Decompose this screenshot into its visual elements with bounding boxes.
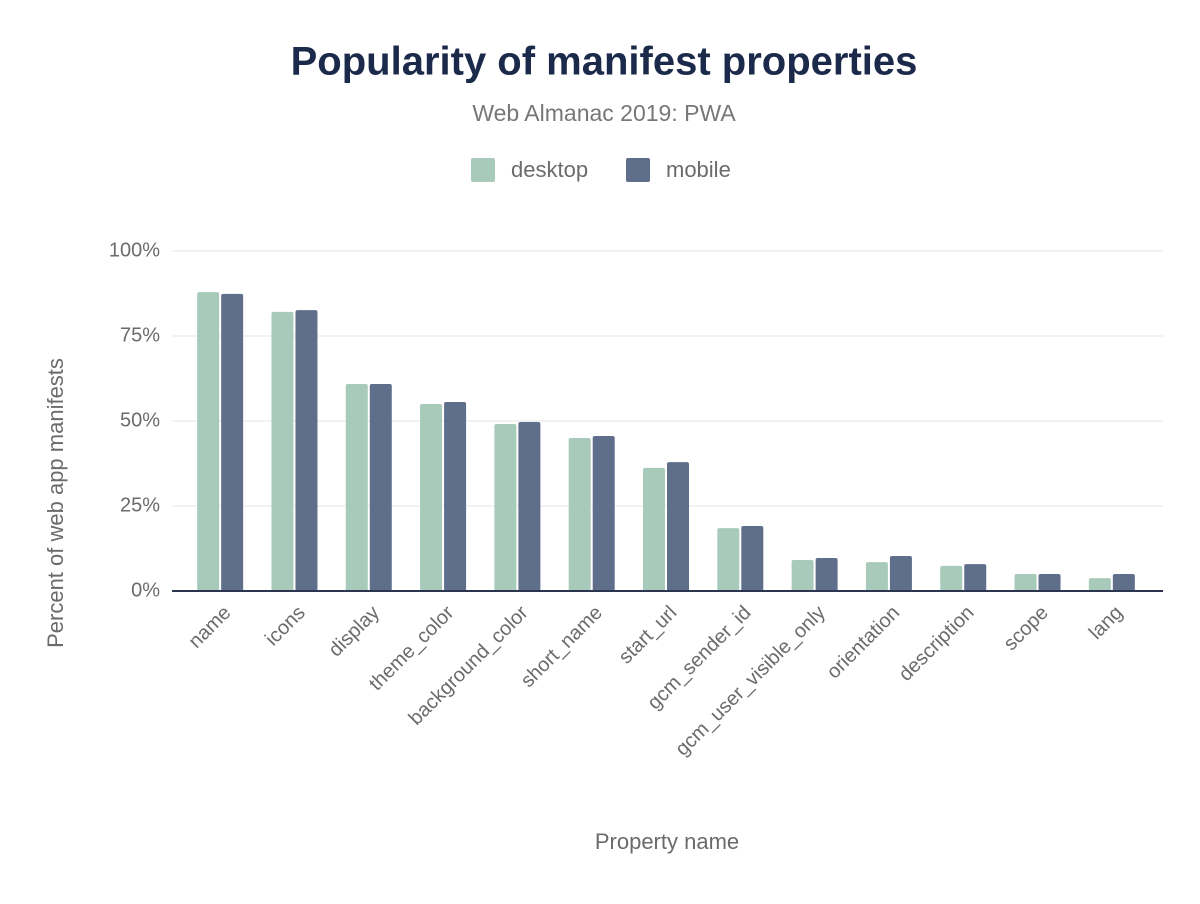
x-tick-label: description [895,602,979,686]
y-tick-label: 25% [120,494,160,516]
legend-label: mobile [666,157,731,182]
bar [444,401,467,591]
bar [345,383,368,591]
bar [1038,574,1061,591]
x-tick-label: orientation [823,602,905,684]
bar [791,560,814,591]
bar [865,562,888,591]
x-tick-label: lang [1085,602,1127,644]
x-tick-label: start_url [615,602,682,669]
bar [815,558,838,591]
chart-title: Popularity of manifest properties [291,40,918,84]
bar [1014,574,1037,591]
bar [643,467,665,591]
x-tick-label: display [324,602,384,662]
bar [221,293,244,591]
bar [568,438,591,591]
bar [518,422,541,591]
bar [940,565,963,591]
y-tick-label: 0% [131,579,160,601]
legend-label: desktop [511,157,588,182]
bar [420,404,443,591]
y-tick-label: 50% [120,409,160,431]
x-tick-label: icons [261,602,310,651]
bar [271,311,294,591]
bar [889,555,912,591]
legend-swatch [626,158,650,182]
bar [717,528,740,591]
bar [1088,578,1111,591]
bar [1112,574,1135,591]
bar [197,292,220,591]
x-tick-label: scope [1000,602,1053,655]
bar [295,310,318,591]
chart-subtitle: Web Almanac 2019: PWA [472,100,736,126]
bar [741,526,764,591]
y-axis-title: Percent of web app manifests [43,358,68,648]
legend-swatch [471,158,495,182]
bar [592,435,615,591]
y-tick-label: 100% [109,239,160,261]
y-tick-label: 75% [120,324,160,346]
bar [964,564,987,591]
x-tick-label: name [184,602,235,653]
x-tick-label: gcm_user_visible_only [671,602,830,761]
bar [369,383,392,591]
bar [494,424,517,591]
bar [667,462,689,591]
x-axis-title: Property name [595,829,739,854]
